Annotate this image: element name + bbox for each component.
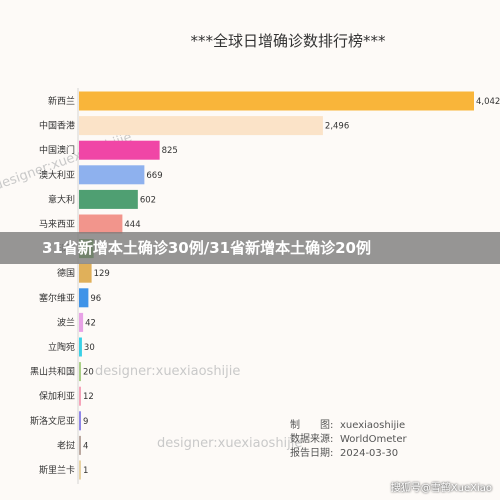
bars-group: 新西兰 4,042 中国香港 2,496 中国澳门 825 澳大利亚 669 意大利 602 马来西…: [30, 91, 500, 480]
category-label: 马来西亚: [39, 219, 75, 230]
category-label: 斯洛文尼亚: [30, 415, 75, 427]
bar: [79, 91, 474, 111]
value-label: 12: [83, 392, 94, 402]
category-label: 中国澳门: [39, 144, 75, 156]
category-label: 中国香港: [39, 120, 75, 132]
category-label: 德国: [57, 267, 75, 279]
bar: [79, 189, 138, 209]
bar: [79, 288, 89, 308]
bar: [79, 165, 145, 185]
bar: [79, 411, 81, 431]
category-label: 斯里兰卡: [39, 464, 75, 476]
bar: [79, 435, 81, 455]
value-label: 4: [83, 441, 88, 451]
value-label: 444: [124, 220, 140, 230]
meta-value-date: 2024-03-30: [340, 448, 398, 459]
meta-label-source: 数据来源:: [290, 432, 333, 445]
category-label: 保加利亚: [39, 390, 75, 402]
category-label: 澳大利亚: [39, 169, 75, 181]
value-label: 602: [140, 195, 156, 205]
value-label: 30: [84, 343, 95, 353]
category-label: 新西兰: [48, 95, 75, 107]
value-label: 42: [85, 318, 96, 328]
meta-value-source: WorldOmeter: [340, 434, 407, 445]
bar: [79, 214, 123, 234]
chart-meta-block: 制 图: xuexiaoshijie 数据来源: WorldOmeter 报告日…: [290, 418, 407, 459]
bar: [79, 337, 82, 357]
bar: [79, 460, 81, 480]
bar: [79, 140, 160, 160]
bar: [79, 312, 84, 332]
headline-banner: 31省新增本土确诊30例/31省新增本土确诊20例: [0, 232, 500, 264]
value-label: 669: [146, 171, 162, 181]
watermark-text: designer:xuexiaoshijie: [95, 364, 240, 379]
bar: [79, 386, 81, 406]
value-label: 129: [94, 269, 110, 279]
meta-value-designer: xuexiaoshijie: [340, 420, 405, 431]
value-label: 825: [162, 146, 178, 156]
value-label: 9: [83, 417, 88, 427]
value-label: 20: [83, 368, 94, 378]
bar: [79, 116, 323, 136]
value-label: 4,042: [476, 97, 500, 107]
category-label: 黑山共和国: [30, 367, 75, 378]
bar: [79, 263, 92, 283]
value-label: 96: [90, 294, 101, 304]
source-credit: 搜狐号@雪鹤XueXiao: [390, 483, 492, 494]
bar: [79, 362, 81, 382]
chart-title: ***全球日增确诊数排行榜***: [190, 32, 386, 50]
category-label: 老挝: [57, 439, 75, 451]
category-label: 塞尔维亚: [39, 292, 75, 304]
value-label: 2,496: [325, 122, 349, 132]
meta-label-designer: 制 图:: [290, 418, 333, 431]
watermark-text: designer:xuexiaoshijie: [157, 436, 302, 451]
value-label: 1: [83, 466, 88, 476]
category-label: 意大利: [48, 193, 75, 205]
category-label: 立陶宛: [48, 341, 75, 353]
category-label: 波兰: [57, 316, 75, 328]
meta-label-date: 报告日期:: [290, 446, 333, 459]
